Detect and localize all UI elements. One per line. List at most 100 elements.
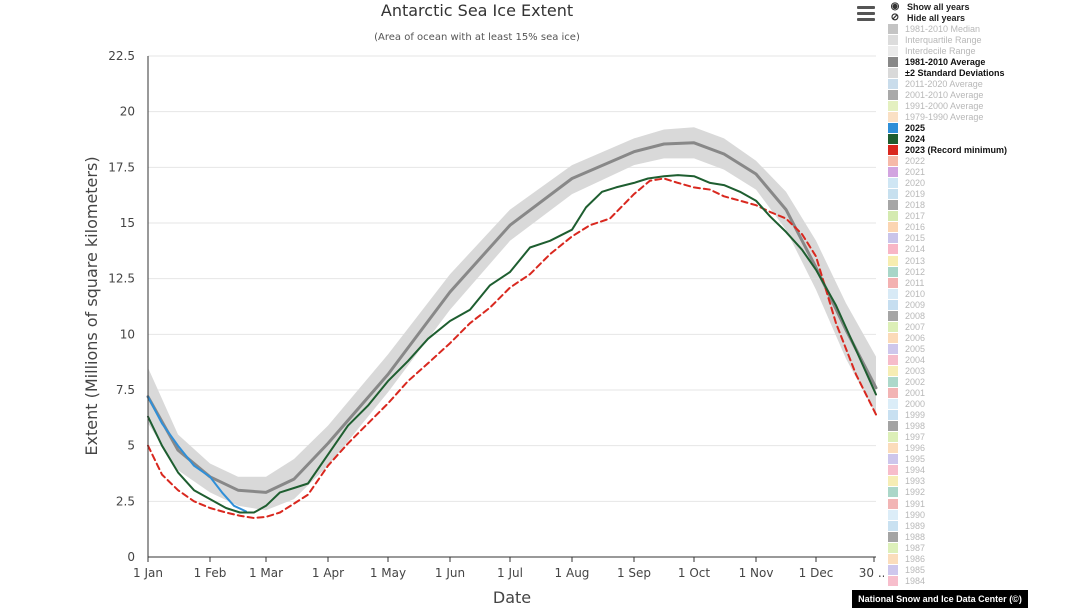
legend-item[interactable]: 2005 xyxy=(888,343,1080,354)
legend-item[interactable]: 2000 xyxy=(888,399,1080,410)
legend-swatch xyxy=(888,35,898,45)
legend-item[interactable]: 2001-2010 Average xyxy=(888,89,1080,100)
legend-item-label: 2019 xyxy=(905,189,925,199)
legend-item[interactable]: 2019 xyxy=(888,189,1080,200)
legend-item[interactable]: 1998 xyxy=(888,421,1080,432)
legend-item-label: 2018 xyxy=(905,200,925,210)
legend-item-label: 1994 xyxy=(905,465,925,475)
legend-item[interactable]: Interdecile Range xyxy=(888,45,1080,56)
legend-item-label: 2022 xyxy=(905,156,925,166)
legend-swatch xyxy=(888,377,898,387)
legend-item[interactable]: 1991-2000 Average xyxy=(888,100,1080,111)
legend-item[interactable]: 1984 xyxy=(888,575,1080,586)
legend-item[interactable]: 2008 xyxy=(888,310,1080,321)
eye-icon: ◉ xyxy=(888,1,902,12)
legend-swatch xyxy=(888,344,898,354)
legend-item[interactable]: 1989 xyxy=(888,520,1080,531)
legend-swatch xyxy=(888,443,898,453)
legend-item[interactable]: 1986 xyxy=(888,553,1080,564)
legend-item[interactable]: 1979-1990 Average xyxy=(888,111,1080,122)
legend-swatch xyxy=(888,322,898,332)
legend-item-label: 2006 xyxy=(905,333,925,343)
legend-item[interactable]: 1988 xyxy=(888,531,1080,542)
legend-item[interactable]: 1993 xyxy=(888,476,1080,487)
legend-swatch xyxy=(888,499,898,509)
legend-item[interactable]: 2007 xyxy=(888,321,1080,332)
legend-item-label: 2020 xyxy=(905,178,925,188)
legend-item-label: 1981-2010 Average xyxy=(905,57,985,67)
legend-item[interactable]: 1987 xyxy=(888,542,1080,553)
legend-item[interactable]: 2025 xyxy=(888,122,1080,133)
legend-item[interactable]: 2011-2020 Average xyxy=(888,78,1080,89)
legend-item[interactable]: 2001 xyxy=(888,388,1080,399)
y-tick-label: 7.5 xyxy=(116,383,135,397)
legend-swatch xyxy=(888,476,898,486)
legend-item[interactable]: 1992 xyxy=(888,487,1080,498)
legend-item[interactable]: 2020 xyxy=(888,178,1080,189)
x-tick-label: 1 Aug xyxy=(555,566,590,580)
legend-item[interactable]: 1990 xyxy=(888,509,1080,520)
legend-item[interactable]: 2017 xyxy=(888,211,1080,222)
legend-item-label: 1992 xyxy=(905,487,925,497)
legend-swatch xyxy=(888,532,898,542)
legend-item[interactable]: 2006 xyxy=(888,332,1080,343)
legend-swatch xyxy=(888,311,898,321)
legend-item[interactable]: 2023 (Record minimum) xyxy=(888,145,1080,156)
legend-swatch xyxy=(888,222,898,232)
x-tick-label: 1 Feb xyxy=(194,566,227,580)
legend-item-label: 1999 xyxy=(905,410,925,420)
hamburger-menu-icon[interactable] xyxy=(857,6,875,22)
legend-item[interactable]: 1985 xyxy=(888,564,1080,575)
legend-item[interactable]: 1994 xyxy=(888,465,1080,476)
legend-item[interactable]: 2022 xyxy=(888,156,1080,167)
gridlines xyxy=(148,56,876,501)
legend-item-label: 2009 xyxy=(905,300,925,310)
legend-item[interactable]: 1981-2010 Median xyxy=(888,23,1080,34)
legend-item[interactable]: 2013 xyxy=(888,255,1080,266)
x-tick-label: 30 ... xyxy=(859,566,884,580)
legend-item[interactable]: 1996 xyxy=(888,443,1080,454)
legend-item-label: 2003 xyxy=(905,366,925,376)
hide-all-years-button[interactable]: ⊘ Hide all years xyxy=(888,12,1080,23)
legend-item-label: 2010 xyxy=(905,289,925,299)
legend-item[interactable]: 1995 xyxy=(888,454,1080,465)
y-tick-label: 2.5 xyxy=(116,494,135,508)
credit-badge: National Snow and Ice Data Center (©) xyxy=(852,590,1028,608)
y-tick-label: 5 xyxy=(127,439,135,453)
legend-item[interactable]: 1997 xyxy=(888,432,1080,443)
legend-item-label: 1989 xyxy=(905,521,925,531)
legend-item[interactable]: 2004 xyxy=(888,354,1080,365)
legend-swatch xyxy=(888,200,898,210)
legend-item-label: 1986 xyxy=(905,554,925,564)
legend-item[interactable]: Interquartile Range xyxy=(888,34,1080,45)
legend-swatch xyxy=(888,79,898,89)
x-tick-label: 1 Jan xyxy=(133,566,163,580)
legend-item-label: Interquartile Range xyxy=(905,35,982,45)
legend-item[interactable]: 1999 xyxy=(888,410,1080,421)
legend-item[interactable]: ±2 Standard Deviations xyxy=(888,67,1080,78)
legend-item-label: 2007 xyxy=(905,322,925,332)
legend-item[interactable]: 1991 xyxy=(888,498,1080,509)
y-tick-label: 22.5 xyxy=(108,49,135,63)
legend-item[interactable]: 2002 xyxy=(888,377,1080,388)
legend-item[interactable]: 2012 xyxy=(888,266,1080,277)
legend-item[interactable]: 2016 xyxy=(888,222,1080,233)
y-tick-label: 20 xyxy=(120,105,135,119)
legend-item[interactable]: 2011 xyxy=(888,277,1080,288)
legend-item-label: 2004 xyxy=(905,355,925,365)
legend-item[interactable]: 1981-2010 Average xyxy=(888,56,1080,67)
legend-item[interactable]: 2015 xyxy=(888,233,1080,244)
show-all-years-button[interactable]: ◉ Show all years xyxy=(888,1,1080,12)
legend-item[interactable]: 2024 xyxy=(888,133,1080,144)
legend-item[interactable]: 2003 xyxy=(888,365,1080,376)
x-tick-label: 1 Jul xyxy=(497,566,523,580)
legend-item[interactable]: 2014 xyxy=(888,244,1080,255)
legend-item[interactable]: 2018 xyxy=(888,200,1080,211)
x-axis-title: Date xyxy=(493,588,531,607)
legend-item-label: 1981-2010 Median xyxy=(905,24,980,34)
legend-item[interactable]: 2010 xyxy=(888,288,1080,299)
legend-item-label: 1987 xyxy=(905,543,925,553)
legend-swatch xyxy=(888,46,898,56)
legend-item[interactable]: 2009 xyxy=(888,299,1080,310)
legend-item[interactable]: 2021 xyxy=(888,167,1080,178)
